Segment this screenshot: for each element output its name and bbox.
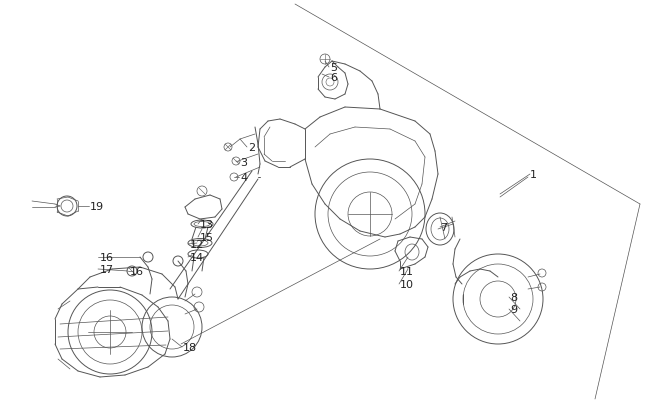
Text: 5: 5 [330,63,337,73]
Text: 18: 18 [183,342,197,352]
Text: 2: 2 [248,143,255,153]
Text: 1: 1 [530,170,537,179]
Text: 17: 17 [100,264,114,274]
Text: 6: 6 [330,73,337,83]
Text: 10: 10 [400,279,414,289]
Text: 11: 11 [400,266,414,276]
Text: 15: 15 [200,232,214,243]
Text: 13: 13 [200,220,214,230]
Text: 16: 16 [130,266,144,276]
Text: 7: 7 [440,222,447,232]
Text: 14: 14 [190,252,204,262]
Text: 3: 3 [240,158,247,168]
Text: 12: 12 [190,239,204,249]
Text: 9: 9 [510,304,517,314]
Text: 16: 16 [100,252,114,262]
Text: 8: 8 [510,292,517,302]
Text: 4: 4 [240,173,247,183]
Text: 19: 19 [90,202,104,211]
